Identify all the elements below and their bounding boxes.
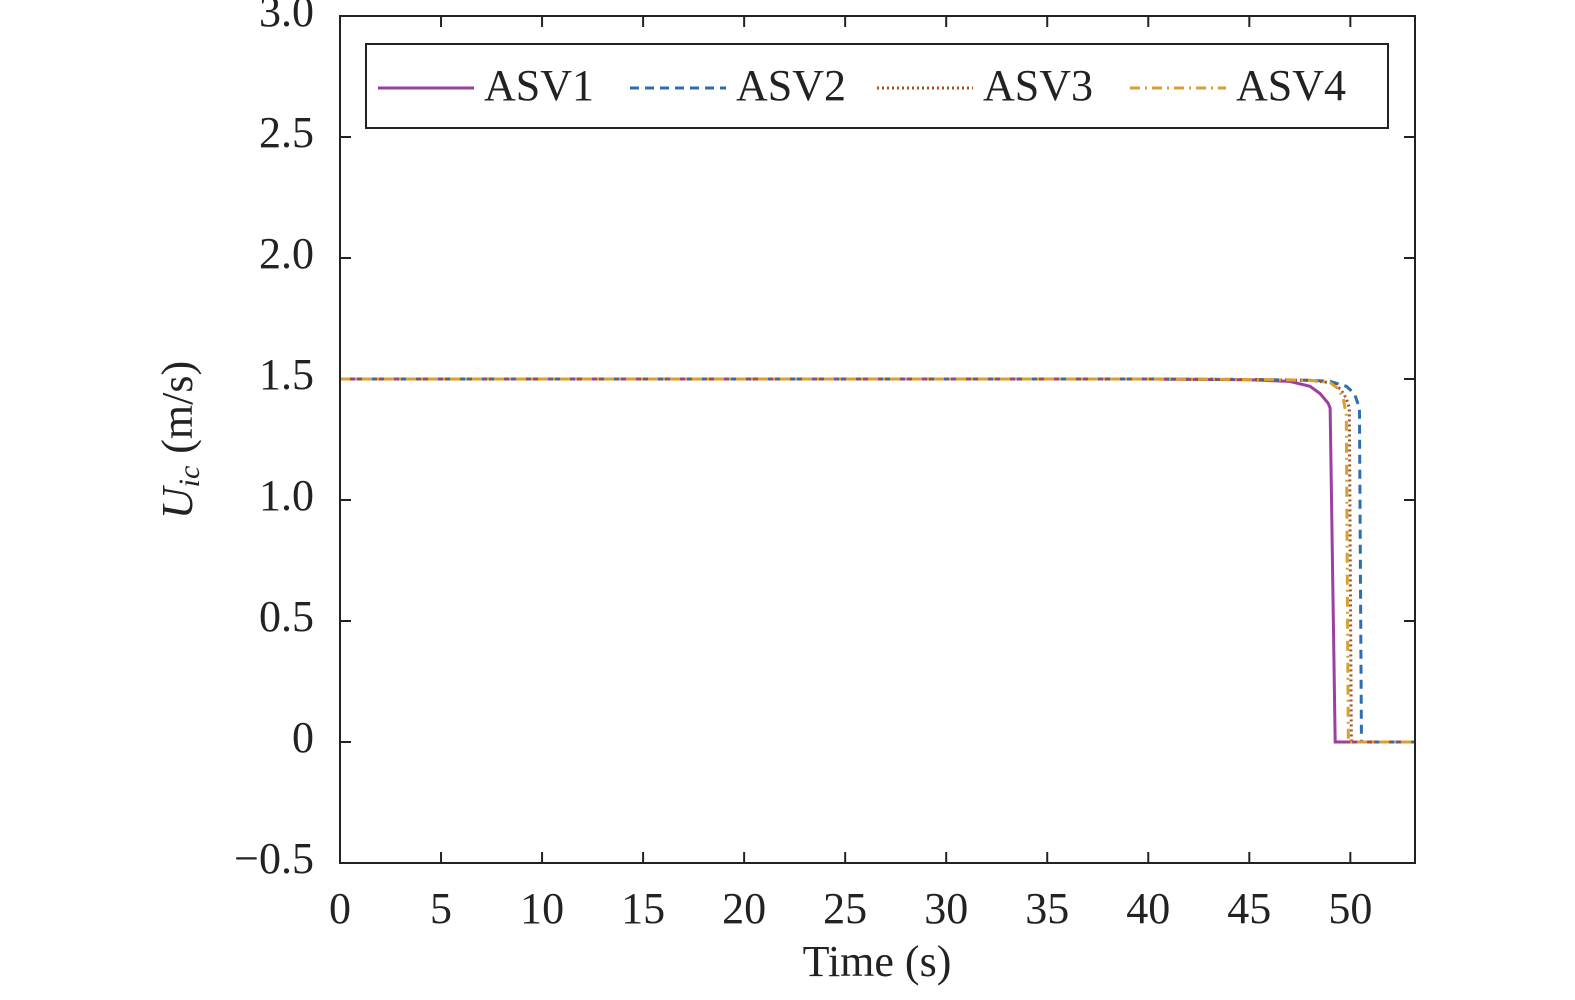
x-tick-label: 0 [329,884,351,933]
y-tick-label: 1.5 [259,350,314,399]
x-tick-label: 45 [1227,884,1271,933]
y-tick-label: 2.0 [259,229,314,278]
series-line [340,377,1415,744]
x-tick-label: 10 [520,884,564,933]
x-tick-label: 50 [1328,884,1372,933]
y-tick-label: 3.0 [259,0,314,36]
legend-label: ASV3 [983,61,1093,110]
series-line [340,377,1415,744]
legend-label: ASV4 [1236,61,1346,110]
x-tick-label: 20 [722,884,766,933]
y-tick-label: −0.5 [234,834,314,883]
x-tick-label: 30 [924,884,968,933]
x-tick-label: 25 [823,884,867,933]
y-label-subscript: ic [173,466,206,488]
x-tick-label: 40 [1126,884,1170,933]
x-tick-label: 5 [430,884,452,933]
legend-label: ASV1 [484,61,594,110]
y-axis-label: Uic (m/s) [153,361,206,519]
plot-frame [339,15,1416,864]
x-axis-label: Time (s) [803,937,952,986]
y-label-unit: (m/s) [153,361,202,454]
x-tick-label: 15 [621,884,665,933]
y-tick-label: 1.0 [259,471,314,520]
y-tick-label: 0 [292,713,314,762]
y-tick-label: 2.5 [259,108,314,157]
legend-label: ASV2 [736,61,846,110]
legend-box [365,43,1389,129]
series-line [340,377,1415,744]
series-line [340,377,1415,744]
y-label-symbol: U [153,484,202,519]
y-tick-label: 0.5 [259,592,314,641]
x-tick-label: 35 [1025,884,1069,933]
